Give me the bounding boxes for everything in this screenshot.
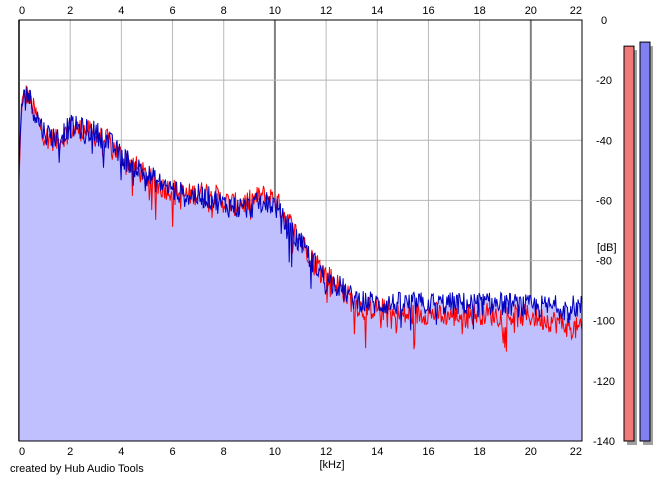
y-tick-label: -80	[596, 256, 612, 268]
x-tick-label-top: 14	[371, 5, 383, 17]
y-tick-label: -40	[596, 135, 612, 147]
x-tick-label-top: 2	[67, 5, 73, 17]
y-axis-label: [dB]	[597, 242, 617, 254]
y-tick-label: -140	[593, 436, 615, 448]
y-tick-label: -60	[596, 195, 612, 207]
x-tick-label-bottom: 10	[269, 446, 281, 458]
y-tick-label: -120	[593, 376, 615, 388]
level-meter-bar	[623, 45, 635, 442]
x-tick-label-bottom: 4	[118, 446, 124, 458]
x-tick-label-bottom: 6	[169, 446, 175, 458]
x-tick-label-bottom: 2	[67, 446, 73, 458]
y-tick-label: -20	[596, 75, 612, 87]
x-axis-label: [kHz]	[319, 459, 344, 471]
x-tick-label-bottom: 0	[19, 446, 25, 458]
x-tick-label-top: 18	[474, 5, 486, 17]
x-tick-label-top: 6	[169, 5, 175, 17]
x-tick-label-bottom: 16	[422, 446, 434, 458]
x-tick-label-top: 10	[269, 5, 281, 17]
level-meter-bar	[639, 41, 651, 442]
x-tick-label-top: 12	[320, 5, 332, 17]
x-tick-label-bottom: 22	[570, 446, 582, 458]
x-tick-label-top: 0	[19, 5, 25, 17]
tick-labels: 002244668810101212141416161818202022220-…	[19, 5, 615, 458]
series-line-1	[18, 86, 583, 331]
x-tick-label-bottom: 14	[371, 446, 383, 458]
x-tick-label-top: 8	[221, 5, 227, 17]
x-tick-label-bottom: 8	[221, 446, 227, 458]
x-tick-label-top: 22	[570, 5, 582, 17]
x-tick-label-top: 4	[118, 5, 124, 17]
plot-frame	[18, 19, 583, 442]
x-tick-label-bottom: 18	[474, 446, 486, 458]
level-meters	[623, 41, 653, 445]
y-tick-label: 0	[601, 15, 607, 27]
x-tick-label-bottom: 12	[320, 446, 332, 458]
spectrum-lines	[18, 85, 583, 352]
x-tick-label-bottom: 20	[525, 446, 537, 458]
x-tick-label-top: 16	[422, 5, 434, 17]
y-tick-label: -100	[593, 316, 615, 328]
credit-text: created by Hub Audio Tools	[10, 463, 144, 475]
x-tick-label-top: 20	[525, 5, 537, 17]
